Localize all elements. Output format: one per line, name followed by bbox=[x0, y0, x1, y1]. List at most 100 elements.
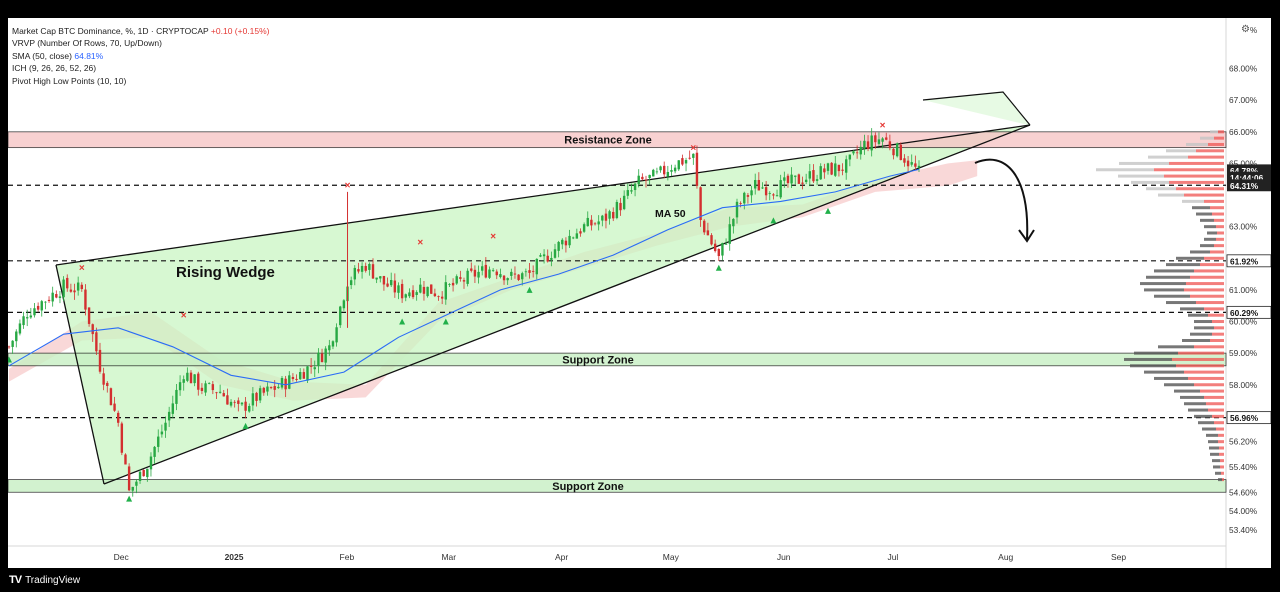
volume-profile-up-bar bbox=[1174, 389, 1200, 393]
candle-body bbox=[521, 273, 524, 280]
candle-body bbox=[364, 265, 367, 271]
candle-body bbox=[146, 468, 149, 478]
volume-profile-down-bar bbox=[1204, 395, 1224, 399]
candle-body bbox=[444, 282, 447, 300]
volume-profile-down-bar bbox=[1212, 212, 1224, 216]
volume-profile-down-bar bbox=[1204, 307, 1224, 311]
candle-body bbox=[117, 412, 120, 423]
candle-body bbox=[273, 386, 276, 390]
volume-profile-up-bar bbox=[1130, 364, 1176, 368]
x-tick-label-2: 2025 bbox=[225, 552, 244, 562]
candle-body bbox=[18, 323, 22, 334]
candle-body bbox=[466, 270, 469, 284]
chart-panel[interactable]: Resistance Zone Support Zone Support Zone ×… bbox=[8, 18, 1271, 568]
legend-vrvp[interactable]: VRVP (Number Of Rows, 70, Up/Down) bbox=[12, 38, 162, 49]
candle-body bbox=[320, 353, 324, 363]
pivot-low-marker-3 bbox=[242, 422, 249, 429]
candle-body bbox=[397, 285, 400, 293]
candle-body bbox=[484, 264, 488, 278]
legend-sma[interactable]: SMA (50, close) 64.81% bbox=[12, 50, 270, 62]
candle-body bbox=[677, 160, 680, 170]
candle-body bbox=[673, 167, 677, 172]
rising-wedge-fill bbox=[56, 125, 1030, 484]
candle-body bbox=[855, 152, 859, 154]
tradingview-logo[interactable]: TV TradingView bbox=[9, 574, 80, 586]
volume-profile-up-bar bbox=[1207, 231, 1217, 235]
candle-body bbox=[757, 179, 761, 191]
candle-body bbox=[291, 376, 295, 380]
candle-body bbox=[157, 436, 160, 447]
candle-body bbox=[819, 166, 822, 180]
wedge-tip-fill bbox=[923, 92, 1030, 125]
candle-body bbox=[517, 274, 520, 280]
volume-profile-down-bar bbox=[1208, 313, 1224, 317]
candle-body bbox=[885, 137, 888, 140]
candle-body bbox=[590, 219, 593, 226]
candle-body bbox=[790, 174, 793, 184]
volume-profile-up-bar bbox=[1166, 301, 1196, 305]
price-chart[interactable]: Resistance Zone Support Zone Support Zone ×… bbox=[8, 18, 1271, 568]
candle-body bbox=[648, 174, 651, 179]
candle-body bbox=[845, 159, 848, 173]
volume-profile-up-bar bbox=[1213, 465, 1220, 469]
candle-body bbox=[721, 242, 724, 256]
candle-body bbox=[262, 387, 265, 393]
candle-body bbox=[797, 174, 801, 184]
volume-profile-up-bar bbox=[1176, 256, 1204, 260]
volume-profile-down-bar bbox=[1217, 231, 1224, 235]
candle-body bbox=[51, 292, 54, 302]
candle-body bbox=[830, 162, 833, 175]
candle-body bbox=[743, 192, 746, 204]
candle-body bbox=[448, 284, 451, 285]
pivot-low-marker-8 bbox=[770, 217, 777, 224]
volume-profile-up-bar bbox=[1200, 244, 1214, 248]
zone-band-1 bbox=[8, 131, 1227, 149]
volume-profile-down-bar bbox=[1214, 421, 1224, 425]
volume-profile-up-bar bbox=[1154, 269, 1194, 273]
candle-body bbox=[255, 392, 258, 401]
candle-body bbox=[619, 202, 622, 211]
volume-profile-down-bar bbox=[1220, 465, 1224, 469]
candle-body bbox=[481, 266, 484, 271]
wedge-left-line bbox=[55, 264, 105, 485]
legend-ichimoku[interactable]: ICH (9, 26, 26, 52, 26) bbox=[12, 63, 97, 74]
candle-body bbox=[633, 183, 637, 191]
pivot-high-marker-3: × bbox=[345, 181, 351, 192]
candle-body bbox=[615, 201, 619, 219]
price-tag-box-4 bbox=[1226, 254, 1271, 268]
volume-profile-up-bar bbox=[1119, 161, 1169, 165]
candle-body bbox=[149, 456, 153, 470]
volume-profile-down-bar bbox=[1178, 351, 1224, 355]
price-tag-box-3 bbox=[1227, 179, 1271, 192]
candle-body bbox=[670, 170, 673, 172]
y-tick-label-2: 67.00% bbox=[1229, 95, 1258, 105]
candle-body bbox=[528, 270, 531, 273]
y-tick-label-7: 60.00% bbox=[1229, 317, 1258, 327]
candle-body bbox=[499, 274, 502, 278]
pivot-low-marker-5 bbox=[442, 318, 449, 325]
candle-body bbox=[866, 141, 870, 149]
candle-body bbox=[761, 187, 764, 189]
volume-profile-up-bar bbox=[1182, 338, 1210, 342]
legend-pivot[interactable]: Pivot High Low Points (10, 10) bbox=[12, 75, 127, 86]
candle-body bbox=[91, 324, 94, 335]
candle-body bbox=[641, 176, 644, 180]
candle-body bbox=[754, 180, 757, 189]
candle-body bbox=[328, 345, 331, 351]
ma-50-label: MA 50 bbox=[655, 208, 686, 220]
volume-profile-up-bar bbox=[1154, 294, 1190, 298]
candle-body bbox=[131, 486, 134, 491]
candle-body bbox=[848, 154, 852, 160]
candle-body bbox=[87, 307, 91, 324]
volume-profile-down-bar bbox=[1208, 142, 1224, 146]
volume-profile-down-bar bbox=[1200, 389, 1224, 393]
x-tick-label-4: Mar bbox=[441, 552, 456, 562]
candle-body bbox=[717, 248, 720, 257]
legend-main-line[interactable]: Market Cap BTC Dominance, %, 1D · CRYPTO… bbox=[12, 26, 270, 36]
candle-body bbox=[601, 215, 604, 221]
volume-profile-up-bar bbox=[1192, 206, 1210, 210]
candle-body bbox=[852, 151, 855, 154]
pivot-low-marker-2 bbox=[126, 495, 133, 502]
candle-body bbox=[455, 276, 458, 284]
volume-profile-up-bar bbox=[1202, 427, 1216, 431]
